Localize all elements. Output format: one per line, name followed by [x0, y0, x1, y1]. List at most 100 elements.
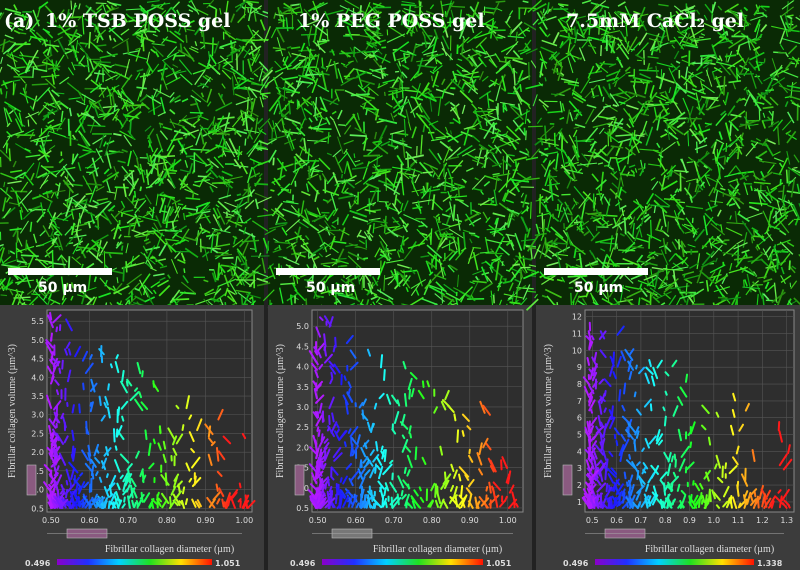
fibril [552, 31, 560, 44]
fibril [56, 182, 61, 197]
fibril [386, 225, 400, 229]
fibril [624, 274, 634, 284]
fibril [188, 0, 193, 4]
fibril [447, 264, 455, 273]
fibril [269, 265, 276, 280]
fibril [67, 67, 74, 76]
fibril [727, 105, 736, 117]
colorbar-max: 1.051 [215, 559, 241, 568]
fibril-point [53, 455, 58, 463]
fibril [783, 206, 788, 220]
fibril [94, 234, 109, 243]
fibril [688, 71, 703, 79]
fibril [268, 134, 288, 141]
fibril [252, 237, 258, 253]
fibril [326, 209, 336, 221]
fibril [638, 69, 659, 72]
fibril [64, 50, 73, 55]
fibril [409, 13, 420, 17]
fibril [222, 67, 236, 75]
fibril [15, 247, 23, 254]
fibril [25, 18, 30, 30]
fibril [435, 135, 453, 139]
fibril [714, 190, 719, 206]
fibril [106, 180, 112, 194]
fibril [743, 6, 749, 12]
fibril [342, 191, 353, 195]
fibril-point [442, 499, 449, 509]
fibril [273, 12, 277, 19]
fibril [77, 294, 94, 300]
fibril [4, 101, 22, 113]
fibril [416, 57, 424, 77]
fibril [126, 273, 142, 286]
fibril-point [404, 445, 412, 453]
fibril [428, 148, 441, 165]
fibril-point [215, 483, 219, 492]
fibril [652, 296, 661, 304]
fibril-point [348, 388, 351, 395]
fibril [158, 284, 171, 297]
fibril-point [334, 336, 337, 348]
fibril [509, 21, 523, 35]
fibril [365, 182, 380, 190]
fibril [391, 226, 398, 232]
fibril-point [105, 473, 109, 479]
fibril [219, 47, 224, 50]
fibril [403, 213, 421, 223]
fibril [697, 97, 702, 104]
fibril-point [434, 499, 439, 508]
fibril [182, 212, 186, 221]
fibril-point [77, 481, 86, 495]
fibril [445, 292, 461, 302]
fibril [303, 8, 313, 20]
fibril-point [317, 499, 324, 509]
fibril-point [64, 488, 69, 499]
fibril-point [326, 426, 331, 432]
fibril-point [313, 346, 320, 355]
fibril [687, 295, 695, 305]
fibril-point [222, 435, 232, 445]
fibril-point [125, 484, 131, 493]
fibril [663, 198, 681, 201]
y-tick-label: 2.0 [296, 443, 309, 452]
fibril [245, 293, 261, 299]
fibril [693, 295, 695, 302]
fibril [211, 65, 219, 75]
fibril [213, 124, 216, 131]
fibril-point [479, 400, 486, 414]
fibril [368, 173, 382, 181]
fibril [415, 44, 423, 46]
fibril [117, 224, 122, 232]
fibril [766, 164, 775, 174]
fibril [226, 176, 243, 181]
fibril-point [411, 500, 416, 509]
fibril [755, 33, 763, 42]
fibril [390, 112, 395, 121]
fibril [614, 209, 626, 227]
fibril [140, 33, 144, 44]
fibril [288, 6, 300, 12]
fibril [2, 197, 7, 212]
fibril-point [156, 498, 162, 507]
fibril [377, 261, 386, 280]
fibril [104, 264, 109, 269]
fibril-point [48, 494, 53, 509]
fibril [787, 111, 795, 124]
fibril [238, 45, 251, 56]
fibril [367, 86, 379, 97]
fibril [9, 21, 25, 28]
fibril [642, 103, 650, 116]
fibril [685, 282, 688, 296]
fibril [209, 54, 217, 65]
fibril [344, 0, 360, 9]
fibril [100, 10, 109, 20]
fibril [279, 10, 285, 20]
fibril-point [103, 498, 108, 509]
fibril [358, 34, 371, 38]
fibril [581, 298, 588, 306]
fibril-point [119, 453, 130, 464]
fibril [24, 262, 30, 266]
fibril [788, 95, 800, 101]
fibril [751, 227, 759, 233]
